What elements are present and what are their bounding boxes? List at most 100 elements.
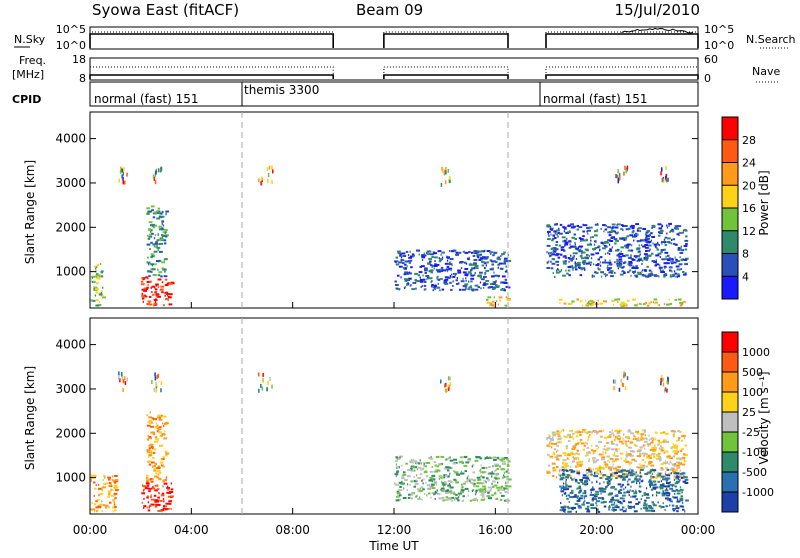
velocity-cell-1526 xyxy=(656,491,661,494)
velocity-cell-632 xyxy=(397,494,400,497)
power-cell-660 xyxy=(497,303,499,306)
power-cell-1053 xyxy=(621,266,624,269)
power-cell-190 xyxy=(160,215,165,218)
velocity-cell-663 xyxy=(448,475,450,478)
velocity-cell-1613 xyxy=(590,507,593,510)
velocity-cell-1362 xyxy=(679,486,682,489)
velocity-cell-852 xyxy=(552,452,556,455)
power-cell-1019 xyxy=(623,225,628,227)
velocity-cell-515 xyxy=(434,492,436,495)
power-cell-1282 xyxy=(680,259,683,262)
velocity-cell-1107 xyxy=(676,449,678,452)
power-cell-612 xyxy=(411,253,415,256)
power-cell-969 xyxy=(594,223,599,226)
velocity-cell-898 xyxy=(672,433,675,436)
power-cell-821 xyxy=(562,260,566,263)
power-cell-296 xyxy=(481,264,485,267)
velocity-cell-1789 xyxy=(630,473,635,475)
power-cell-40 xyxy=(98,293,103,296)
power-cell-853 xyxy=(647,274,652,277)
power-cell-647 xyxy=(497,274,501,277)
velocity-cell-342 xyxy=(395,483,400,486)
power-cell-631 xyxy=(425,275,430,277)
velocity-cell-175 xyxy=(165,476,168,479)
velocity-cell-28 xyxy=(95,500,98,503)
velocity-cell-602 xyxy=(480,464,482,467)
velocity-cell-64 xyxy=(107,495,110,498)
power-cell-1417 xyxy=(120,166,122,171)
power-cell-380 xyxy=(470,284,472,287)
time-tick-label-1: 04:00 xyxy=(174,523,209,537)
velocity-cell-1354 xyxy=(573,495,577,498)
power-cell-1229 xyxy=(590,253,595,256)
velocity-colorbar-swatch-0 xyxy=(722,332,738,353)
velocity-colorbar-swatch-3 xyxy=(722,392,738,413)
power-cell-673 xyxy=(506,298,511,300)
velocity-cell-1762 xyxy=(660,480,663,483)
velocity-cell-1446 xyxy=(639,475,642,478)
power-cell-799 xyxy=(607,252,609,255)
power-cell-389 xyxy=(395,256,398,259)
power-cell-781 xyxy=(631,244,633,247)
power-cell-156 xyxy=(153,250,158,253)
velocity-cell-886 xyxy=(619,452,624,455)
velocity-cell-1002 xyxy=(616,470,618,473)
velocity-cell-1438 xyxy=(643,504,647,507)
velocity-cell-416 xyxy=(454,498,456,501)
power-cell-539 xyxy=(465,277,467,280)
velocity-cell-119 xyxy=(149,504,152,507)
power-cell-1250 xyxy=(617,267,619,270)
velocity-cell-440 xyxy=(503,460,506,463)
power-cell-188 xyxy=(150,224,152,227)
velocity-cell-403 xyxy=(410,469,415,472)
power-cell-193 xyxy=(151,270,153,273)
velocity-cell-880 xyxy=(676,450,680,453)
velocity-cell-689 xyxy=(493,472,495,475)
power-cell-583 xyxy=(484,267,486,270)
velocity-cell-1255 xyxy=(643,430,647,433)
power-cell-363 xyxy=(422,274,424,277)
power-cell-76 xyxy=(154,304,157,306)
velocity-cell-252 xyxy=(151,465,154,468)
velocity-cell-829 xyxy=(558,473,562,476)
power-cell-535 xyxy=(406,265,408,268)
power-cell-1482 xyxy=(665,165,667,170)
power-cell-1319 xyxy=(631,227,634,230)
velocity-cell-1448 xyxy=(565,482,567,485)
velocity-cell-491 xyxy=(425,481,427,484)
power-cell-116 xyxy=(154,288,158,291)
velocity-cell-1203 xyxy=(655,454,660,457)
velocity-cell-807 xyxy=(571,477,576,480)
velocity-colorbar-swatch-2 xyxy=(722,372,738,393)
velocity-cell-1262 xyxy=(671,430,673,433)
power-cell-577 xyxy=(409,250,411,253)
power-cell-878 xyxy=(554,232,556,235)
velocity-cell-1212 xyxy=(648,443,650,445)
velocity-cell-1709 xyxy=(578,491,581,494)
velocity-cell-1241 xyxy=(566,457,569,460)
power-cell-884 xyxy=(549,227,554,230)
power-cell-1318 xyxy=(549,255,551,258)
velocity-cell-1259 xyxy=(546,444,550,447)
power-cell-263 xyxy=(479,271,483,274)
power-cell-1135 xyxy=(658,244,660,247)
velocity-cell-270 xyxy=(150,425,154,428)
velocity-cell-1226 xyxy=(571,436,574,439)
velocity-cell-776 xyxy=(588,458,590,461)
velocity-cell-1269 xyxy=(546,438,548,441)
velocity-colorbar-label-0: 1000 xyxy=(742,346,770,359)
velocity-cell-1886 xyxy=(666,380,668,385)
power-cell-1271 xyxy=(609,240,614,242)
power-cell-866 xyxy=(684,228,687,231)
noise-left-tick-bottom: 10^0 xyxy=(56,39,86,52)
velocity-cell-1210 xyxy=(551,446,553,449)
velocity-cell-1038 xyxy=(580,463,583,466)
power-cell-1126 xyxy=(664,244,668,247)
velocity-cell-1658 xyxy=(619,502,623,505)
power-cell-877 xyxy=(607,239,611,242)
power-colorbar-label-4: 20 xyxy=(742,179,756,192)
velocity-cell-1733 xyxy=(570,510,572,513)
velocity-cell-1059 xyxy=(684,444,687,447)
power-cell-624 xyxy=(436,269,440,272)
velocity-cell-241 xyxy=(165,454,168,457)
